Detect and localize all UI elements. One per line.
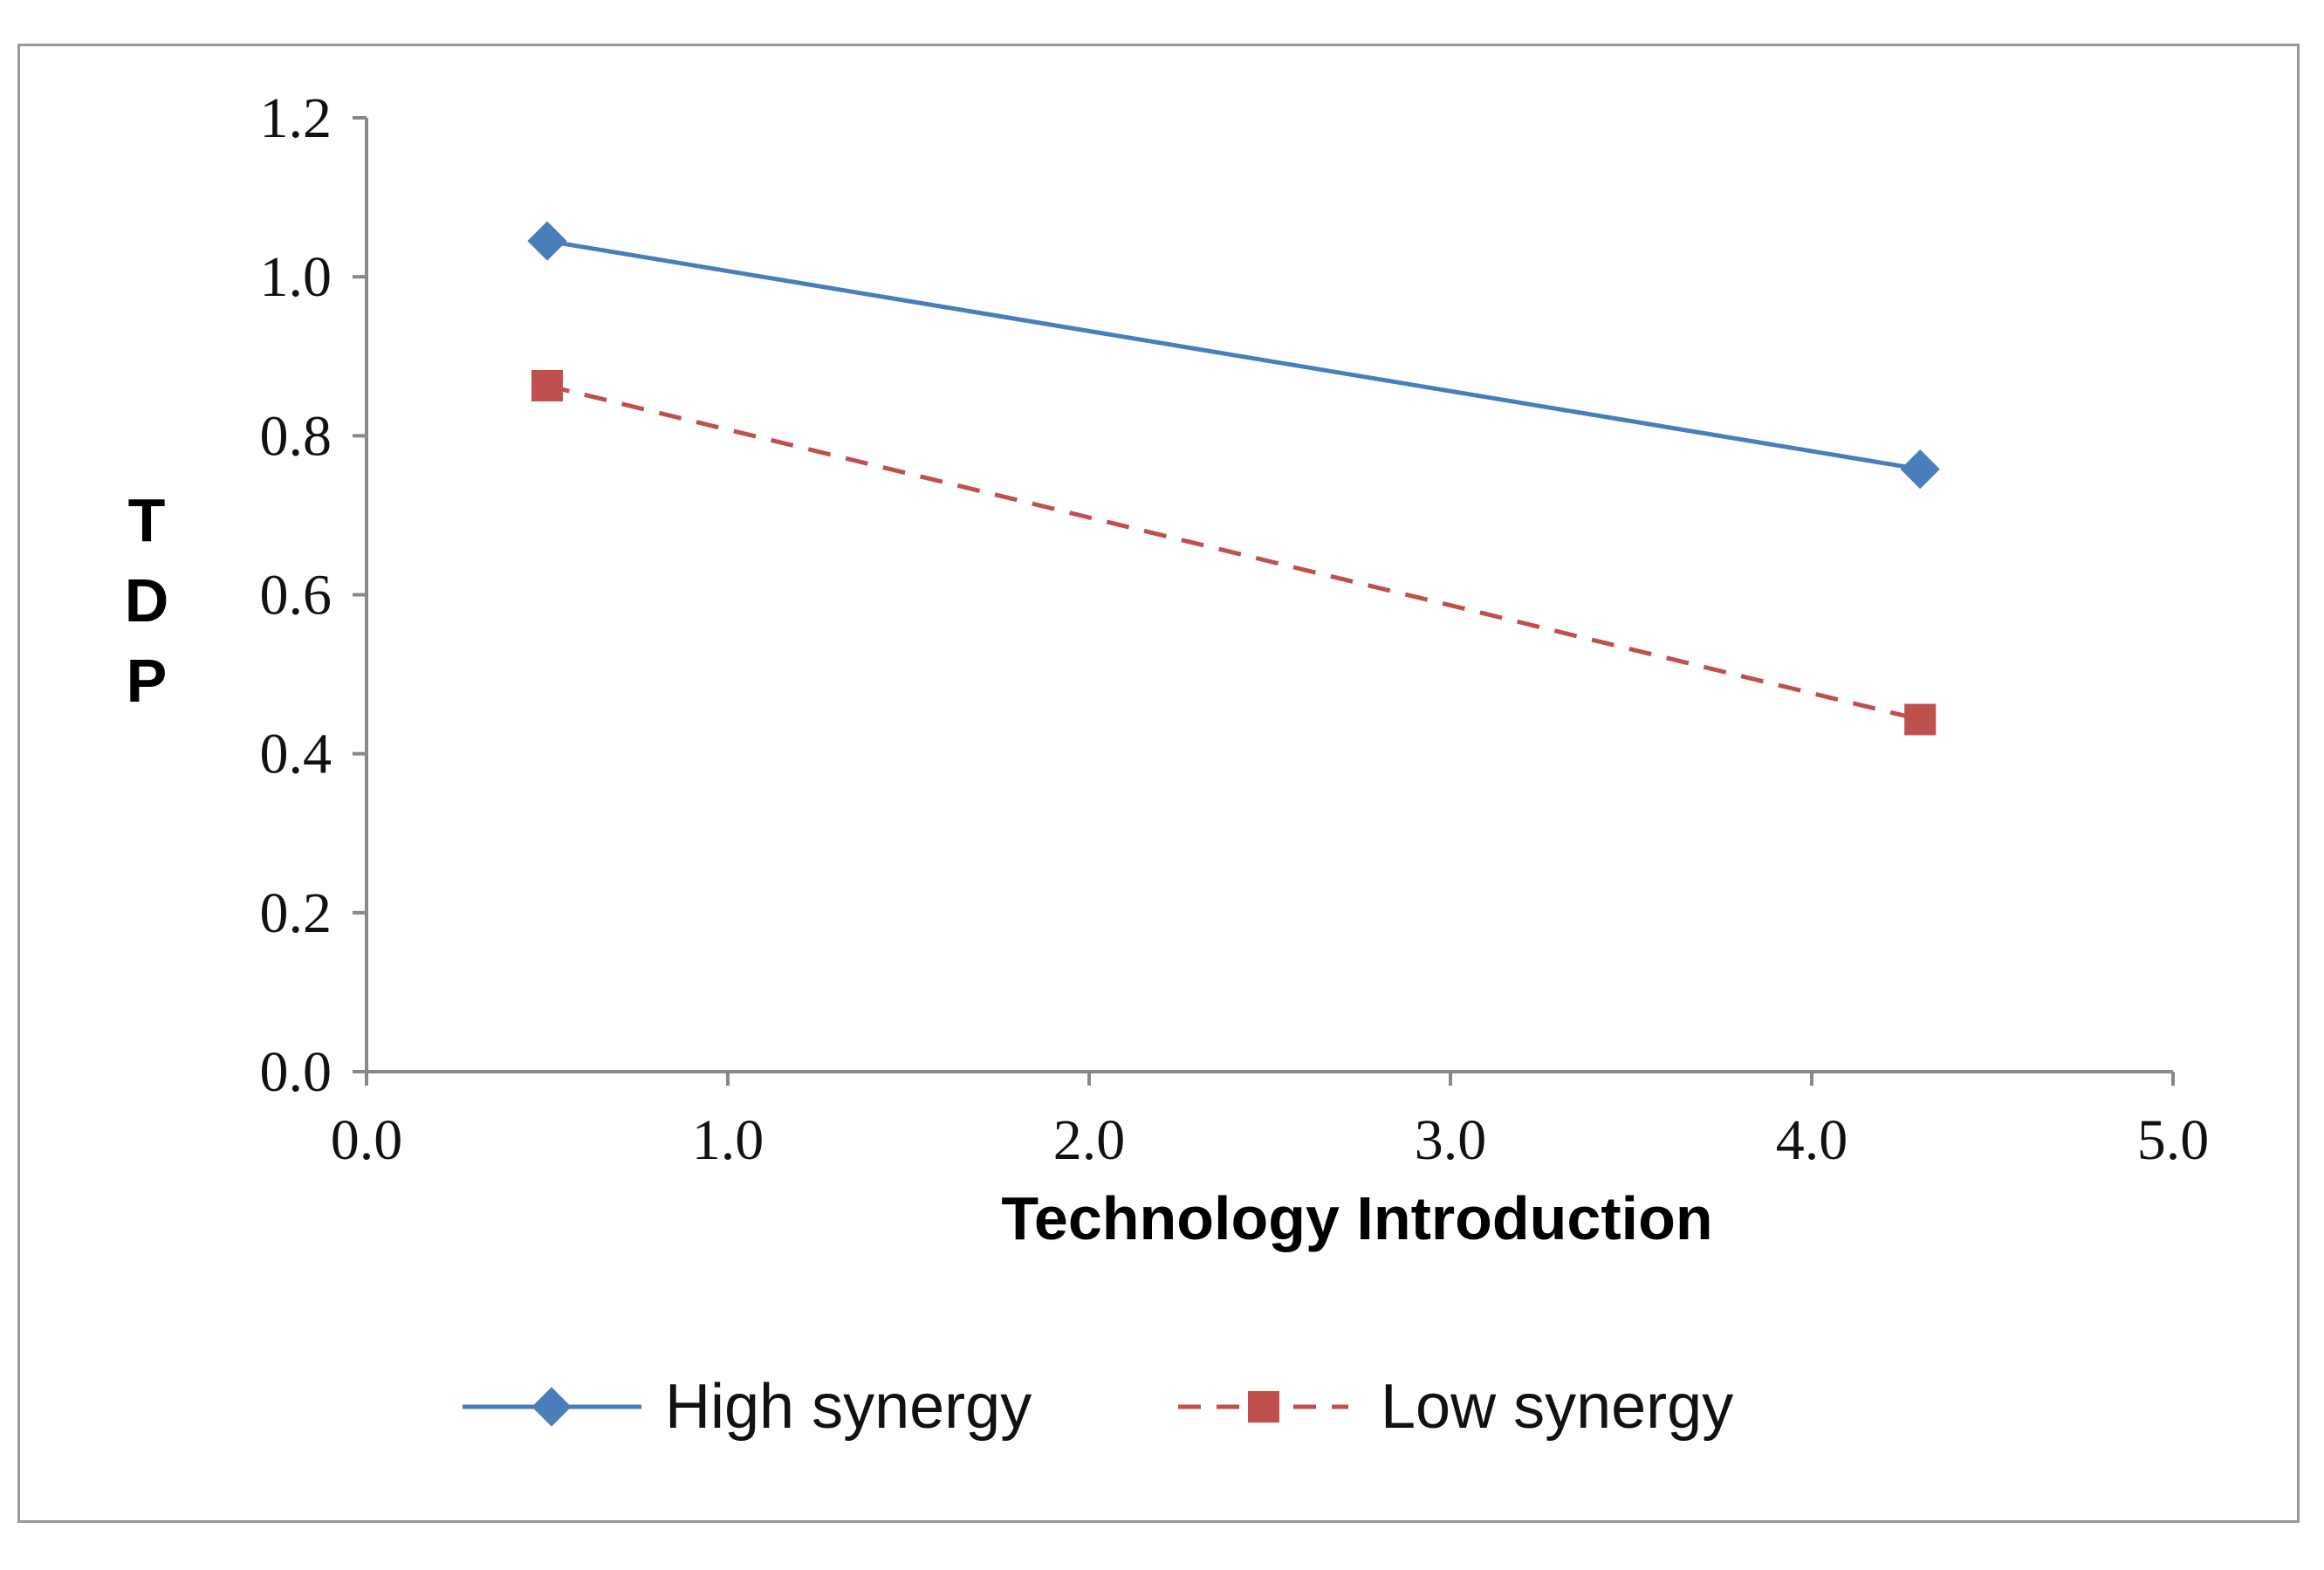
x-axis-ticks: 0.0 1.0 2.0 3.0 4.0 5.0 bbox=[331, 1072, 2210, 1172]
y-axis-title-letter: T bbox=[128, 486, 166, 554]
data-point-low-synergy bbox=[531, 369, 563, 401]
y-axis-title-letter: D bbox=[125, 566, 169, 634]
series-line-high-synergy bbox=[546, 238, 1921, 472]
x-tick-label: 2.0 bbox=[1053, 1108, 1126, 1172]
y-tick-label: 0.8 bbox=[260, 404, 332, 468]
legend-diamond-marker bbox=[531, 1387, 572, 1427]
y-tick-label: 1.0 bbox=[260, 245, 332, 309]
x-axis-title: Technology Introduction bbox=[1001, 1184, 1712, 1252]
x-tick-label: 0.0 bbox=[331, 1108, 403, 1172]
y-axis-ticks: 0.0 0.2 0.4 0.6 0.8 1.0 1.2 bbox=[260, 86, 367, 1104]
x-tick-label: 5.0 bbox=[2137, 1108, 2210, 1172]
y-tick-label: 0.0 bbox=[260, 1040, 332, 1104]
data-point-low-synergy bbox=[1904, 703, 1937, 736]
x-tick-label: 4.0 bbox=[1776, 1108, 1848, 1172]
x-tick-label: 3.0 bbox=[1415, 1108, 1487, 1172]
y-tick-label: 1.2 bbox=[260, 86, 332, 150]
y-tick-label: 0.4 bbox=[260, 723, 332, 786]
chart-frame bbox=[17, 44, 2300, 1523]
y-tick-label: 0.2 bbox=[260, 881, 332, 945]
legend-label-high-synergy: High synergy bbox=[665, 1372, 1032, 1442]
y-axis-title-letter: P bbox=[127, 647, 168, 715]
data-point-high-synergy bbox=[1900, 449, 1940, 490]
legend-square-marker bbox=[1248, 1391, 1279, 1423]
legend-label-low-synergy: Low synergy bbox=[1381, 1372, 1733, 1442]
x-tick-label: 1.0 bbox=[692, 1108, 764, 1172]
y-tick-label: 0.6 bbox=[260, 564, 332, 627]
legend-item-high-synergy: High synergy bbox=[463, 1372, 1032, 1442]
data-point-high-synergy bbox=[527, 221, 567, 261]
series-layer bbox=[527, 221, 1940, 736]
legend: High synergy Low synergy bbox=[463, 1372, 1733, 1442]
series-line-low-synergy bbox=[546, 383, 1921, 722]
legend-item-low-synergy: Low synergy bbox=[1178, 1372, 1733, 1442]
